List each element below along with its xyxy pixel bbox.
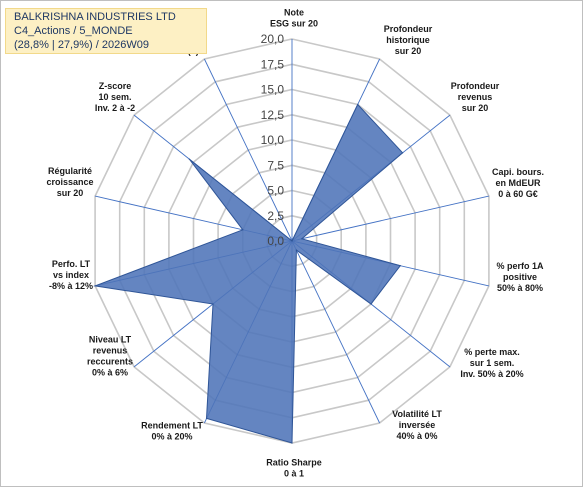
series-point (399, 265, 401, 267)
company-name: BALKRISHNA INDUSTRIES LTD (14, 11, 176, 23)
tick-label: 17,5 (261, 57, 285, 71)
axis-label: Inv. 2 à -2 (95, 103, 135, 113)
portfolio-path: C4_Actions / 5_MONDE (14, 25, 133, 37)
radar-series (93, 103, 404, 444)
series-point (291, 240, 293, 242)
axis-label: sur 20 (395, 46, 422, 56)
axis-label: 0 à 60 G€ (498, 189, 538, 199)
series-point (301, 238, 303, 240)
series-point (370, 303, 372, 305)
axis-label: 0% à 20% (151, 432, 192, 442)
series-point (357, 103, 359, 106)
series-point (205, 417, 208, 419)
axis-label: positive (503, 272, 537, 282)
tick-label: 7,5 (267, 158, 284, 172)
axis-label: Rendement LT (141, 421, 203, 431)
series-area (93, 103, 404, 444)
axis-label: Ratio Sharpe (266, 458, 322, 468)
axis-label: 0% à 6% (92, 368, 128, 378)
axis-spoke (291, 240, 381, 424)
axis-label: 40% à 0% (396, 431, 437, 441)
axis-label: -8% à 12% (49, 281, 93, 291)
tick-label: 12,5 (261, 108, 285, 122)
series-point (188, 158, 190, 160)
axis-label: Niveau LT (89, 335, 132, 345)
tick-label: 15,0 (261, 83, 285, 97)
axis-label: Capi. bours. (492, 167, 544, 177)
axis-label: Volatilité LT (392, 409, 442, 419)
axis-label: sur 1 sem. (470, 358, 515, 368)
series-point (402, 152, 404, 154)
axis-label: Z-score (99, 81, 132, 91)
axis-label: revenus (458, 92, 493, 102)
tick-label: 2,5 (267, 209, 284, 223)
radar-tick-labels: 0,0 2,5 5,0 7,5 10,0 12,5 15,0 17,5 20,0 (261, 32, 285, 248)
chart-title-box: BALKRISHNA INDUSTRIES LTD C4_Actions / 5… (5, 8, 207, 54)
series-point (295, 249, 297, 251)
axis-label: reccurents (87, 357, 133, 367)
axis-label: revenus (93, 346, 128, 356)
axis-label: 50% à 80% (497, 283, 543, 293)
axis-label: sur 20 (57, 188, 84, 198)
axis-label: % perfo 1A (496, 261, 544, 271)
series-point (94, 285, 96, 287)
axis-label: en MdEUR (496, 178, 542, 188)
axis-label: ESG sur 20 (270, 19, 318, 29)
axis-label: % perte max. (464, 347, 520, 357)
series-point (291, 442, 293, 444)
axis-spoke (203, 58, 293, 242)
axis-label: sur 20 (462, 103, 489, 113)
tick-label: 20,0 (261, 32, 285, 46)
axis-label: Régularité (48, 166, 92, 176)
axis-label: Inv. 50% à 20% (460, 369, 523, 379)
axis-spoke (291, 195, 490, 242)
tick-label: 0,0 (267, 234, 284, 248)
axis-label: Profondeur (451, 81, 500, 91)
axis-label: Perfo. LT (52, 259, 91, 269)
axis-label: Note (284, 8, 304, 18)
series-point (212, 303, 214, 305)
axis-label: historique (386, 35, 430, 45)
score-week: (28,8% | 27,9%) / 2026W09 (14, 39, 149, 51)
series-point (242, 229, 244, 231)
axis-label: inversée (399, 420, 436, 430)
axis-label: 10 sem. (98, 92, 131, 102)
axis-label: vs index (53, 270, 89, 280)
axis-label: 0 à 1 (284, 469, 304, 479)
axis-label: croissance (46, 177, 93, 187)
tick-label: 10,0 (261, 133, 285, 147)
tick-label: 5,0 (267, 184, 284, 198)
axis-label: Profondeur (384, 24, 433, 34)
